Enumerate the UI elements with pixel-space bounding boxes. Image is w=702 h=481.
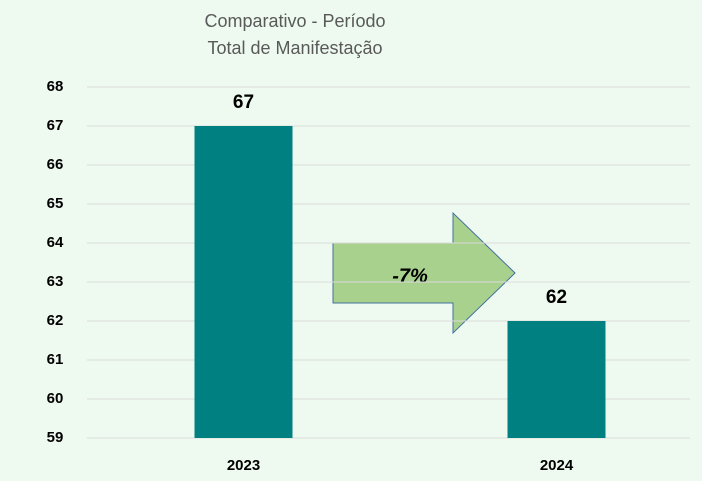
- bar: [507, 321, 606, 438]
- chart-subtitle: Total de Manifestação: [207, 38, 382, 58]
- y-tick-label: 63: [47, 273, 64, 290]
- annotation: -7%: [392, 265, 428, 287]
- y-tick-label: 62: [47, 312, 64, 329]
- chart-title: Comparativo - Período: [204, 11, 385, 31]
- y-tick-label: 64: [47, 234, 64, 251]
- y-tick-label: 60: [47, 390, 64, 407]
- y-tick-label: 59: [47, 429, 64, 446]
- bar: [194, 126, 293, 438]
- y-tick-label: 66: [47, 156, 64, 173]
- y-tick-label: 67: [47, 117, 64, 134]
- x-tick-label: 2024: [540, 457, 574, 474]
- y-tick-label: 61: [47, 351, 64, 368]
- x-tick-label: 2023: [227, 457, 260, 474]
- value-label: 62: [546, 287, 567, 308]
- value-label: 67: [233, 92, 254, 113]
- y-tick-label: 68: [47, 78, 64, 95]
- y-tick-label: 65: [47, 195, 64, 212]
